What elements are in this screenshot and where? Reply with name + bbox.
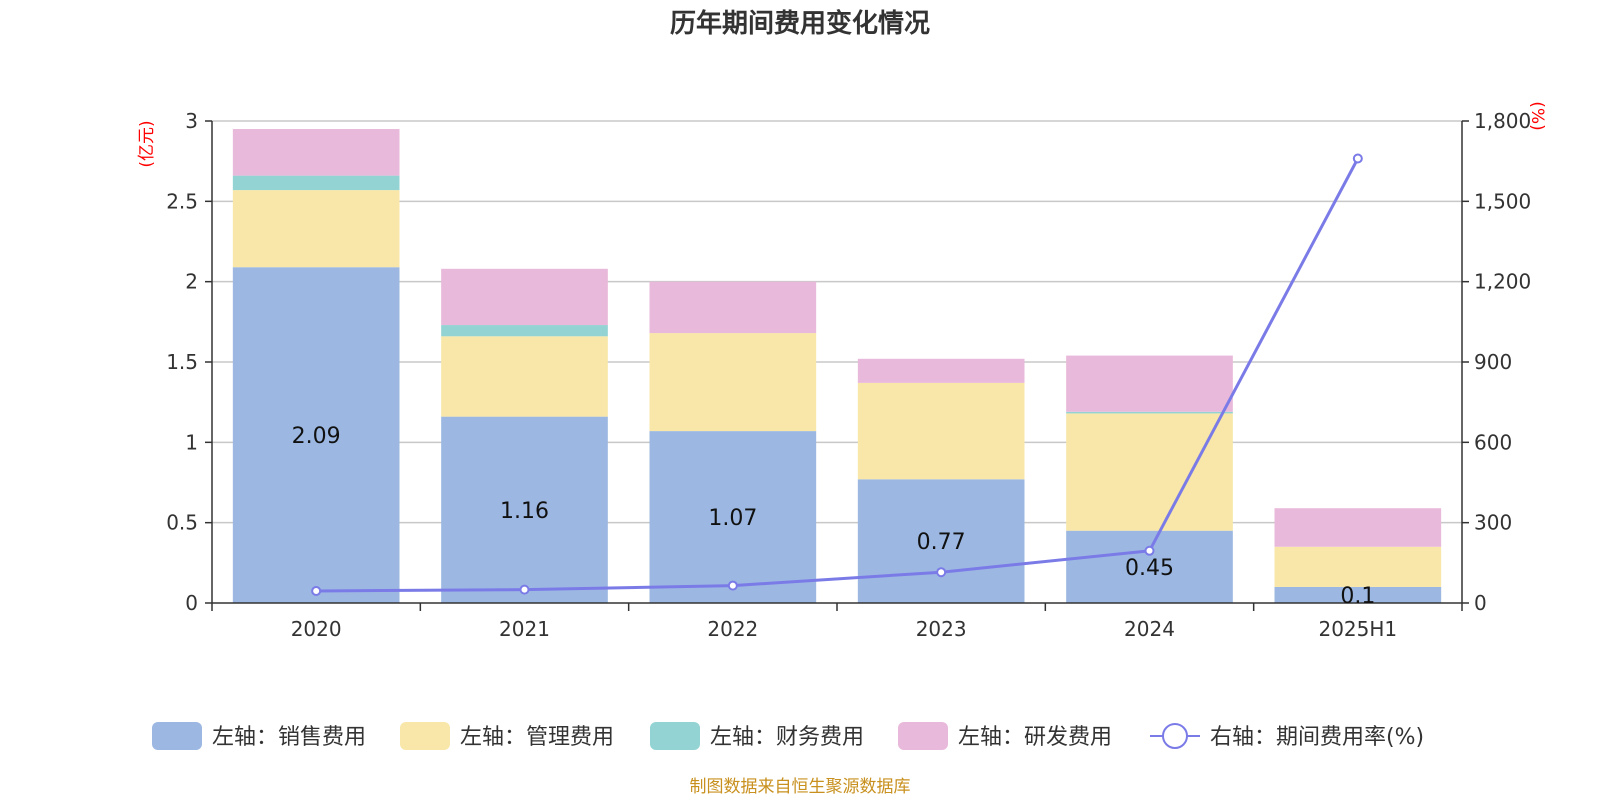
legend-label: 右轴：期间费用率(%) xyxy=(1210,725,1424,750)
right-tick-label: 0 xyxy=(1474,591,1487,615)
bar-data-label: 2.09 xyxy=(292,424,341,449)
legend-label: 左轴：研发费用 xyxy=(958,725,1112,750)
x-tick-label: 2024 xyxy=(1124,617,1175,641)
legend-swatch xyxy=(152,722,202,750)
left-tick-label: 1 xyxy=(185,430,198,454)
rate-point xyxy=(727,580,738,591)
left-tick-label: 0 xyxy=(185,591,198,615)
legend-label: 左轴：销售费用 xyxy=(212,725,366,750)
legend-swatch xyxy=(400,722,450,750)
legend-marker-icon xyxy=(1162,723,1188,749)
rate-point xyxy=(1144,545,1155,556)
bar-segment xyxy=(441,268,608,326)
legend-label: 左轴：财务费用 xyxy=(710,725,864,750)
left-tick-label: 2 xyxy=(185,270,198,294)
bar-segment xyxy=(1066,413,1233,531)
right-tick-label: 1,800 xyxy=(1474,109,1531,133)
right-tick-label: 600 xyxy=(1474,430,1512,454)
bar-segment xyxy=(232,129,400,176)
right-tick-label: 300 xyxy=(1474,511,1512,535)
bar-data-label: 0.77 xyxy=(917,530,966,555)
bar-segment xyxy=(857,358,1025,383)
bar-segment xyxy=(1274,508,1442,547)
left-tick-label: 0.5 xyxy=(166,511,198,535)
bar-labels: 2.09 1.16 1.07 0.77 0.45 0.1 xyxy=(292,424,1376,609)
bar-segment xyxy=(441,325,608,337)
rate-line xyxy=(311,153,1363,596)
rate-point xyxy=(519,584,530,595)
x-tick-label: 2025H1 xyxy=(1318,617,1397,641)
bar-segment xyxy=(1066,411,1233,414)
x-tick-label: 2022 xyxy=(707,617,758,641)
right-tick-label: 900 xyxy=(1474,350,1512,374)
bar-segment xyxy=(857,382,1025,480)
legend-label: 左轴：管理费用 xyxy=(460,725,614,750)
bar-segment xyxy=(232,267,400,603)
right-tick-label: 1,200 xyxy=(1474,270,1531,294)
chart-title: 历年期间费用变化情况 xyxy=(670,8,930,39)
bar-segment xyxy=(1274,586,1442,603)
rate-line-path xyxy=(316,157,1360,593)
bar-data-label: 0.45 xyxy=(1125,556,1174,581)
source-note: 制图数据来自恒生聚源数据库 xyxy=(690,777,911,797)
rate-point xyxy=(936,567,947,578)
bar-data-label: 1.16 xyxy=(500,499,549,524)
x-tick-label: 2023 xyxy=(916,617,967,641)
bars xyxy=(232,129,1442,603)
bar-data-label: 1.07 xyxy=(708,506,757,531)
legend: 左轴：销售费用 左轴：管理费用 左轴：财务费用 左轴：研发费用 右轴：期间费用率(%) xyxy=(152,722,1424,750)
right-axis-unit: (%) xyxy=(1527,101,1547,130)
x-tick-label: 2021 xyxy=(499,617,550,641)
bar-segment xyxy=(1066,530,1233,603)
left-tick-label: 2.5 xyxy=(166,189,198,213)
left-axis-unit: (亿元) xyxy=(137,120,157,167)
left-tick-label: 3 xyxy=(185,109,198,133)
bar-segment xyxy=(857,479,1025,603)
bar-segment xyxy=(649,333,817,432)
rate-point xyxy=(311,585,322,596)
bar-segment xyxy=(1274,546,1442,587)
grid-lines xyxy=(212,120,1462,524)
left-tick-label: 1.5 xyxy=(166,350,198,374)
bar-segment xyxy=(649,431,817,603)
legend-swatch xyxy=(898,722,948,750)
rate-point xyxy=(1352,153,1363,164)
x-tick-label: 2020 xyxy=(291,617,342,641)
bar-data-label: 0.1 xyxy=(1340,584,1375,609)
bar-segment xyxy=(649,281,817,334)
right-tick-label: 1,500 xyxy=(1474,189,1531,213)
bar-segment xyxy=(232,175,400,191)
bar-segment xyxy=(441,416,608,603)
bar-segment xyxy=(441,336,608,417)
legend-swatch xyxy=(650,722,700,750)
bar-segment xyxy=(1066,355,1233,412)
axes: 0 0.5 1 1.5 2 2.5 3 0 300 600 900 1,200 1,500 1,800 20… xyxy=(166,109,1531,641)
bar-segment xyxy=(232,190,400,268)
